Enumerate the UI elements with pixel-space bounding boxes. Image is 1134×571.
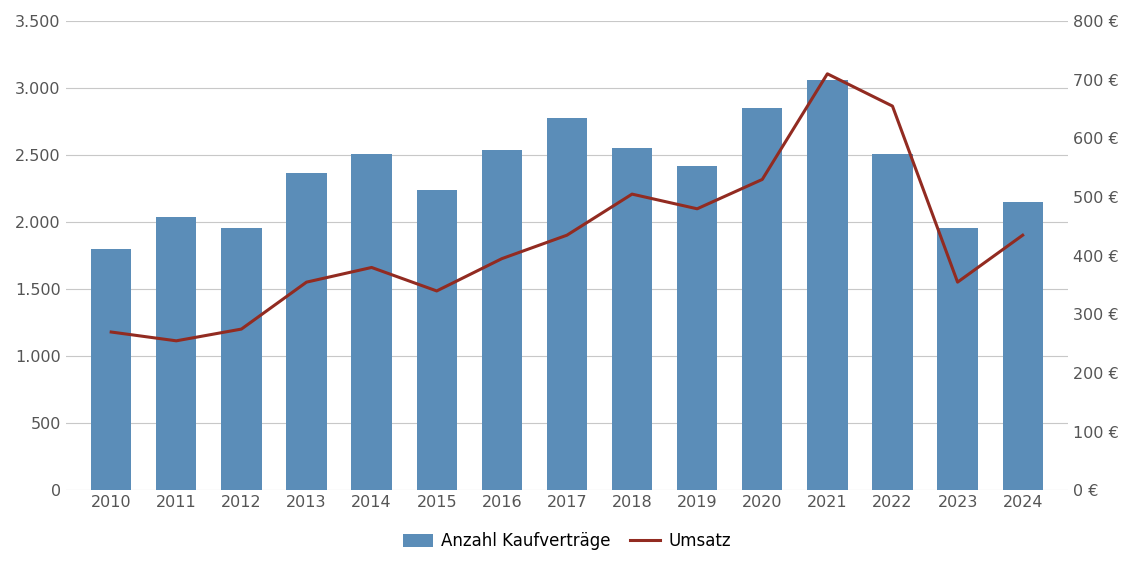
Umsatz: [365, 264, 379, 271]
Bar: [352, 154, 392, 490]
Line: Umsatz: Umsatz: [111, 74, 1023, 341]
Umsatz: [496, 255, 509, 262]
Umsatz: [299, 279, 313, 286]
Legend: Anzahl Kaufverträge, Umsatz: Anzahl Kaufverträge, Umsatz: [396, 526, 738, 557]
Umsatz: [1016, 232, 1030, 239]
Bar: [807, 80, 847, 490]
Umsatz: [560, 232, 574, 239]
Umsatz: [821, 70, 835, 77]
Umsatz: [950, 279, 964, 286]
Umsatz: [104, 328, 118, 335]
Umsatz: [235, 325, 248, 332]
Bar: [482, 150, 522, 490]
Umsatz: [886, 103, 899, 110]
Bar: [1002, 202, 1043, 490]
Bar: [286, 172, 327, 490]
Bar: [156, 217, 196, 490]
Bar: [872, 154, 913, 490]
Bar: [612, 148, 652, 490]
Bar: [221, 228, 262, 490]
Umsatz: [430, 288, 443, 295]
Umsatz: [755, 176, 769, 183]
Bar: [938, 228, 978, 490]
Bar: [677, 166, 718, 490]
Bar: [547, 118, 587, 490]
Bar: [416, 190, 457, 490]
Umsatz: [169, 337, 183, 344]
Bar: [742, 108, 782, 490]
Bar: [91, 249, 132, 490]
Umsatz: [625, 191, 638, 198]
Umsatz: [691, 206, 704, 212]
